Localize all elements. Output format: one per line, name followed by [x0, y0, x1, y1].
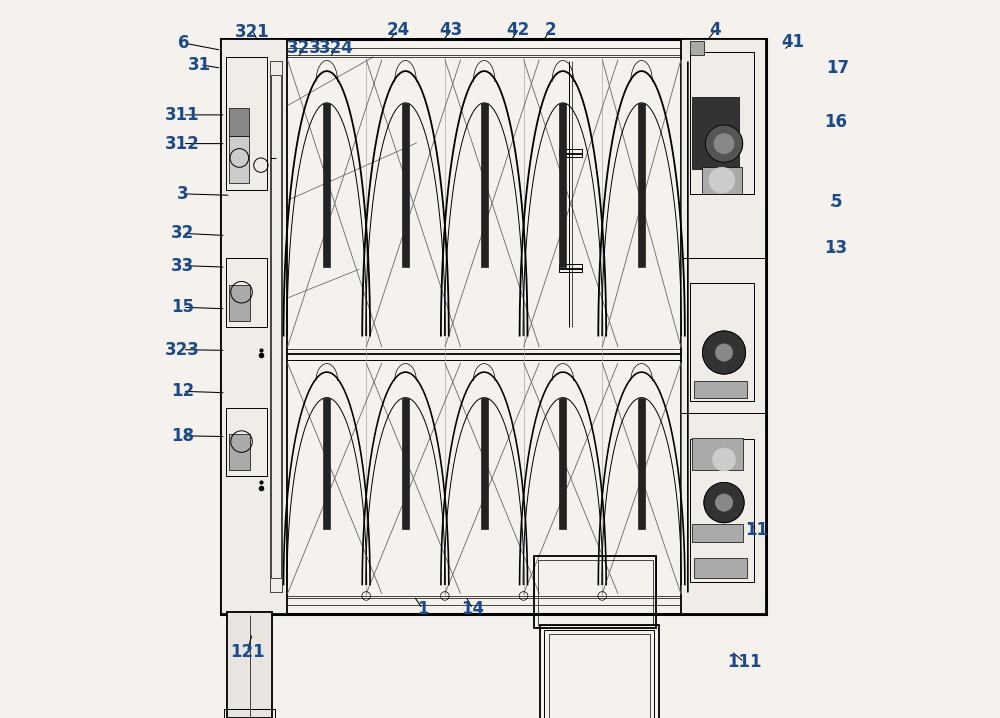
- Text: 12: 12: [171, 382, 194, 401]
- Polygon shape: [402, 103, 409, 267]
- Bar: [270, 61, 282, 592]
- Text: 311: 311: [165, 106, 200, 124]
- Bar: [692, 97, 739, 169]
- Bar: [559, 149, 582, 157]
- Bar: [224, 709, 275, 718]
- Text: 323: 323: [165, 340, 200, 359]
- Text: 1: 1: [417, 600, 428, 618]
- Text: 312: 312: [165, 134, 200, 153]
- Text: 41: 41: [781, 32, 805, 51]
- Text: 11: 11: [746, 521, 769, 539]
- Text: 14: 14: [461, 600, 484, 618]
- Text: 17: 17: [826, 59, 849, 78]
- Text: 13: 13: [824, 238, 848, 257]
- Bar: [549, 634, 650, 718]
- Circle shape: [715, 344, 733, 361]
- Bar: [226, 408, 267, 476]
- Bar: [690, 439, 754, 582]
- Text: 42: 42: [506, 21, 530, 39]
- Bar: [692, 438, 743, 470]
- Bar: [226, 258, 267, 327]
- Bar: [229, 434, 250, 470]
- Bar: [538, 560, 653, 625]
- Text: 32: 32: [171, 224, 194, 243]
- Text: 4: 4: [710, 21, 721, 39]
- Polygon shape: [559, 398, 566, 529]
- Text: 5: 5: [830, 193, 842, 212]
- Text: 111: 111: [727, 653, 761, 671]
- Polygon shape: [402, 398, 409, 529]
- Text: 321: 321: [235, 23, 270, 42]
- Bar: [534, 556, 656, 628]
- Bar: [681, 39, 766, 614]
- Circle shape: [702, 331, 746, 374]
- Text: 31: 31: [188, 55, 211, 74]
- Bar: [229, 108, 249, 136]
- Bar: [271, 75, 281, 578]
- Bar: [227, 612, 272, 718]
- Bar: [221, 39, 287, 614]
- Bar: [692, 524, 743, 542]
- Text: 6: 6: [178, 34, 190, 52]
- Circle shape: [705, 125, 743, 162]
- Circle shape: [704, 482, 744, 523]
- Text: 3: 3: [177, 185, 188, 203]
- Bar: [702, 167, 742, 194]
- Bar: [544, 630, 654, 718]
- Bar: [690, 52, 754, 194]
- Bar: [690, 41, 704, 55]
- Text: 16: 16: [825, 113, 848, 131]
- Polygon shape: [638, 398, 645, 529]
- Bar: [559, 264, 582, 272]
- Polygon shape: [481, 398, 488, 529]
- Bar: [690, 283, 754, 401]
- Bar: [540, 625, 659, 718]
- Bar: [229, 136, 249, 183]
- Text: 2: 2: [544, 21, 556, 39]
- Bar: [694, 558, 747, 578]
- Polygon shape: [559, 103, 566, 267]
- Bar: [221, 39, 766, 614]
- Polygon shape: [323, 103, 330, 267]
- Text: 33: 33: [171, 256, 194, 275]
- Bar: [229, 285, 250, 321]
- Text: 323: 323: [287, 39, 322, 57]
- Polygon shape: [323, 398, 330, 529]
- Circle shape: [714, 134, 734, 154]
- Bar: [226, 57, 267, 190]
- Text: 18: 18: [171, 426, 194, 445]
- Text: 121: 121: [230, 643, 265, 661]
- Text: 15: 15: [171, 298, 194, 317]
- Bar: [694, 381, 747, 398]
- Circle shape: [715, 494, 733, 511]
- Text: 43: 43: [440, 21, 463, 39]
- Polygon shape: [638, 103, 645, 267]
- Circle shape: [713, 448, 736, 471]
- Text: 324: 324: [319, 39, 354, 57]
- Text: 24: 24: [386, 21, 410, 39]
- Polygon shape: [481, 103, 488, 267]
- Circle shape: [709, 167, 735, 193]
